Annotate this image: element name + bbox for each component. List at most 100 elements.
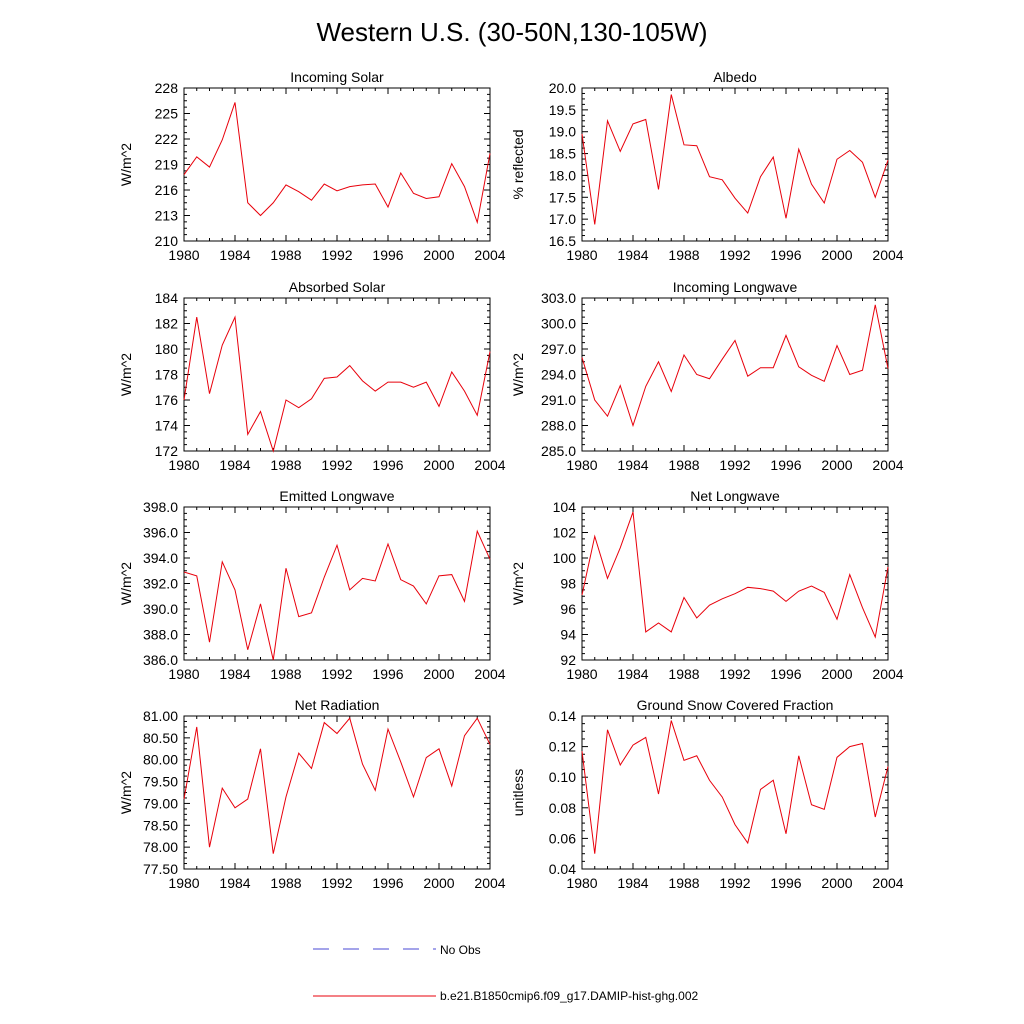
y-axis-label: W/m^2 [118, 353, 134, 396]
x-tick-label: 1984 [617, 457, 648, 473]
y-tick-label: 80.00 [143, 752, 178, 768]
x-tick-label: 1980 [566, 875, 597, 891]
x-tick-label: 2004 [474, 247, 505, 263]
x-tick-label: 1996 [372, 875, 403, 891]
y-tick-label: 19.0 [549, 124, 576, 140]
x-tick-label: 1996 [770, 666, 801, 682]
x-tick-label: 1980 [168, 247, 199, 263]
y-tick-label: 398.0 [143, 499, 178, 515]
y-tick-label: 102 [553, 525, 577, 541]
x-tick-label: 1980 [168, 666, 199, 682]
x-tick-label: 1980 [566, 457, 597, 473]
y-tick-label: 288.0 [541, 418, 576, 434]
x-tick-label: 2004 [474, 875, 505, 891]
x-tick-label: 1988 [270, 247, 301, 263]
x-tick-label: 1996 [770, 875, 801, 891]
y-tick-label: 17.0 [549, 211, 576, 227]
x-tick-label: 2000 [423, 247, 454, 263]
y-tick-label: 0.10 [549, 769, 576, 785]
y-tick-label: 98 [560, 576, 576, 592]
y-tick-label: 104 [553, 499, 577, 515]
y-tick-label: 77.50 [143, 861, 178, 877]
y-tick-label: 297.0 [541, 341, 576, 357]
series-line [183, 529, 491, 661]
y-axis-label: W/m^2 [118, 143, 134, 186]
x-tick-label: 1980 [168, 875, 199, 891]
x-tick-label: 2000 [423, 666, 454, 682]
x-tick-label: 2000 [423, 875, 454, 891]
x-tick-label: 1992 [321, 247, 352, 263]
plot-frame [183, 506, 491, 661]
x-tick-label: 1984 [617, 875, 648, 891]
panel-title: Net Radiation [295, 697, 380, 713]
x-tick-label: 1992 [321, 666, 352, 682]
x-tick-label: 1984 [617, 247, 648, 263]
x-tick-label: 1996 [372, 457, 403, 473]
legend: No Obs b.e21.B1850cmip6.f09_g17.DAMIP-hi… [313, 943, 698, 1003]
x-tick-label: 1980 [168, 457, 199, 473]
plot-frame [581, 715, 889, 870]
y-tick-label: 94 [560, 627, 576, 643]
y-tick-label: 20.0 [549, 80, 576, 96]
series-line [183, 717, 491, 854]
y-tick-label: 18.5 [549, 146, 576, 162]
plot-frame [183, 715, 491, 870]
x-tick-label: 2004 [474, 666, 505, 682]
x-tick-label: 1988 [270, 666, 301, 682]
y-tick-label: 291.0 [541, 392, 576, 408]
panel-net-longwave: Net Longwave W/m^2 1980 1984 1988 1992 1996 200… [510, 488, 904, 682]
x-tick-label: 1988 [668, 875, 699, 891]
x-tick-label: 1996 [770, 247, 801, 263]
panel-title: Ground Snow Covered Fraction [637, 697, 834, 713]
plot-frame [183, 87, 491, 242]
panel-emitted-longwave: Emitted Longwave W/m^2 1980 1984 1988 1992 199… [118, 488, 506, 682]
y-tick-label: 213 [155, 208, 179, 224]
series-line [581, 511, 889, 639]
x-tick-label: 2000 [821, 457, 852, 473]
x-tick-label: 1992 [321, 457, 352, 473]
plot-frame [581, 87, 889, 242]
x-tick-label: 1980 [566, 247, 597, 263]
y-tick-label: 394.0 [143, 550, 178, 566]
y-tick-label: 172 [155, 443, 179, 459]
y-tick-label: 228 [155, 80, 179, 96]
panel-title: Albedo [713, 69, 757, 85]
series-line [183, 315, 491, 453]
x-tick-label: 1984 [617, 666, 648, 682]
x-tick-label: 2000 [821, 666, 852, 682]
x-tick-label: 1992 [719, 666, 750, 682]
y-axis-label: % reflected [510, 129, 526, 199]
y-tick-label: 396.0 [143, 525, 178, 541]
x-tick-label: 1992 [719, 875, 750, 891]
x-tick-label: 1984 [219, 247, 250, 263]
y-tick-label: 0.08 [549, 800, 576, 816]
y-tick-label: 216 [155, 182, 179, 198]
x-tick-label: 2004 [872, 457, 903, 473]
x-tick-label: 2000 [821, 875, 852, 891]
panel-absorbed-solar: Absorbed Solar W/m^2 1980 1984 1988 1992 1996 2… [118, 279, 506, 473]
y-tick-label: 300.0 [541, 316, 576, 332]
y-tick-label: 285.0 [541, 443, 576, 459]
y-tick-label: 0.06 [549, 830, 576, 846]
panel-incoming-longwave: Incoming Longwave W/m^2 1980 1984 1988 1992 19… [510, 279, 904, 473]
panel-albedo: Albedo % reflected 1980 1984 1988 1992 1996 200… [510, 69, 904, 263]
y-tick-label: 210 [155, 233, 179, 249]
series-line [581, 304, 889, 428]
x-tick-label: 1988 [668, 247, 699, 263]
y-tick-label: 294.0 [541, 367, 576, 383]
panel-title: Absorbed Solar [289, 279, 386, 295]
panel-title: Emitted Longwave [279, 488, 394, 504]
x-tick-label: 1984 [219, 457, 250, 473]
plot-frame [581, 297, 889, 452]
y-tick-label: 0.04 [549, 861, 576, 877]
y-tick-label: 0.14 [549, 708, 576, 724]
y-tick-label: 390.0 [143, 601, 178, 617]
y-tick-label: 388.0 [143, 627, 178, 643]
x-tick-label: 1988 [270, 875, 301, 891]
x-tick-label: 2004 [474, 457, 505, 473]
y-tick-label: 17.5 [549, 189, 576, 205]
x-tick-label: 1992 [719, 457, 750, 473]
y-tick-label: 92 [560, 652, 576, 668]
y-tick-label: 78.00 [143, 839, 178, 855]
